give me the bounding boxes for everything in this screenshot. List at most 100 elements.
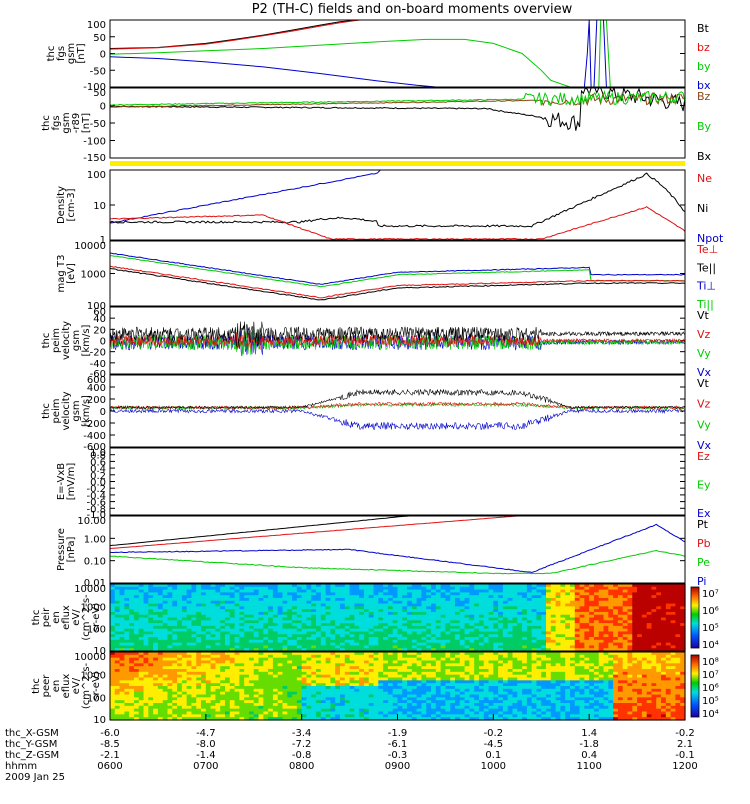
ytick-label: -150 xyxy=(83,153,106,164)
ytick-label: 0.10 xyxy=(84,557,106,568)
legend-Vy: Vy xyxy=(697,418,711,431)
panel_density-ylabel: Density[cm-3] xyxy=(56,186,77,224)
legend-Bz: Bz xyxy=(697,90,711,103)
colorbar-label: 10⁸ xyxy=(702,657,719,668)
panel_density: Density[cm-3] xyxy=(56,186,77,224)
legend-Ez: Ez xyxy=(697,450,710,463)
spectrogram-cells xyxy=(110,584,686,652)
ytick-label: 100 xyxy=(87,170,106,181)
ytick-label: 100 xyxy=(87,625,106,636)
series-bx-spike xyxy=(584,20,606,87)
ytick-label: -50 xyxy=(90,66,106,77)
ytick-label: 50 xyxy=(93,33,106,44)
series-Vt xyxy=(110,389,685,408)
ytick-label: 1000 xyxy=(81,671,106,682)
legend-Ti⊥: Ti⊥ xyxy=(696,280,716,293)
legend-Vz: Vz xyxy=(697,398,711,411)
legend-Pt: Pt xyxy=(697,518,709,531)
ytick-label: 100 xyxy=(87,20,106,31)
legend-By: By xyxy=(697,120,712,133)
series-Bt xyxy=(110,20,359,49)
ytick-label: 1000 xyxy=(81,602,106,613)
ytick-label: 10 xyxy=(93,715,106,726)
colorbar-label: 10⁶ xyxy=(702,683,719,694)
panel_temperature-ylabel: mag T3[eV] xyxy=(56,255,77,293)
panel_efield-ylabel: E=-VxB[mV/m] xyxy=(56,463,77,501)
ytick-label: 50 xyxy=(93,88,106,99)
series-Tepar xyxy=(110,268,685,300)
ytick-label: -100 xyxy=(83,137,106,148)
ytick-label: 400 xyxy=(87,383,106,394)
colorbar xyxy=(691,587,699,648)
legend-Pe: Pe xyxy=(697,556,710,569)
ytick-label: -50 xyxy=(90,119,106,130)
ytick-label: 0 xyxy=(100,337,106,348)
legend-Ni: Ni xyxy=(697,202,708,215)
series-Ni xyxy=(110,173,685,227)
ytick-label: 1000 xyxy=(81,270,106,281)
legend-Pi: Pi xyxy=(697,575,706,588)
panel_efield: E=-VxB[mV/m] xyxy=(56,463,77,501)
legend-Bt: Bt xyxy=(697,22,710,35)
legend-by: by xyxy=(697,60,711,73)
legend-Ne: Ne xyxy=(697,172,712,185)
series-Npot xyxy=(110,170,685,223)
colorbar-label: 10⁵ xyxy=(702,696,719,707)
ytick-label: -400 xyxy=(83,431,106,442)
legend-bz: bz xyxy=(697,41,710,54)
ytick-label: 10000 xyxy=(74,241,106,252)
ylabel-line: [nPa] xyxy=(66,536,77,562)
legend-Vt: Vt xyxy=(697,309,710,322)
ytick-label: 40 xyxy=(93,314,106,325)
series-Pt xyxy=(110,516,685,546)
yellow-flag-bar xyxy=(110,161,685,166)
panel_temperature: mag T3[eV] xyxy=(56,255,77,293)
legend-Vz: Vz xyxy=(697,328,711,341)
legend-Pb: Pb xyxy=(697,537,711,550)
ytick-label: 10.00 xyxy=(77,516,106,527)
ytick-label: 10 xyxy=(93,201,106,212)
series-Vx xyxy=(110,409,685,429)
ytick-label: -200 xyxy=(83,419,106,430)
ytick-label: 20 xyxy=(93,325,106,336)
spectrogram-cells xyxy=(110,652,686,721)
ytick-label: 0 xyxy=(100,50,106,61)
ytick-label: 0 xyxy=(100,102,106,113)
legend-Te⊥: Te⊥ xyxy=(696,243,718,256)
colorbar-label: 10⁴ xyxy=(702,640,719,651)
series-Pb xyxy=(110,516,685,549)
ytick-label: 100 xyxy=(87,693,106,704)
ylabel-line: [mV/m] xyxy=(66,463,77,501)
series-bx xyxy=(110,57,436,87)
colorbar-label: 10⁵ xyxy=(702,623,719,634)
legend-Vt: Vt xyxy=(697,377,710,390)
colorbar-label: 10⁶ xyxy=(702,606,719,617)
colorbar xyxy=(691,655,699,717)
ytick-label: 1.00 xyxy=(84,534,106,545)
ylabel-line: [cm-3] xyxy=(66,188,77,221)
panel_pressure: Pressure[nPa] xyxy=(56,528,77,571)
chart-title: P2 (TH-C) fields and on-board moments ov… xyxy=(252,2,573,17)
legend-Bx: Bx xyxy=(697,150,712,163)
ytick-label: 200 xyxy=(87,395,106,406)
series-Tiperp xyxy=(110,253,685,284)
colorbar-label: 10⁷ xyxy=(702,589,719,600)
panel_pressure-ylabel: Pressure[nPa] xyxy=(56,528,77,571)
ytick-label: 10000 xyxy=(74,652,106,663)
legend-Te||: Te|| xyxy=(696,261,716,274)
series-Pi xyxy=(110,524,685,572)
ytick-label: 0 xyxy=(100,407,106,418)
legend-Ey: Ey xyxy=(697,479,711,492)
ylabel-line: [eV] xyxy=(66,263,77,284)
series-Pe xyxy=(110,550,685,573)
colorbar-label: 10⁴ xyxy=(702,709,719,720)
ytick-label: -20 xyxy=(90,348,106,359)
series-Ne xyxy=(110,207,685,240)
